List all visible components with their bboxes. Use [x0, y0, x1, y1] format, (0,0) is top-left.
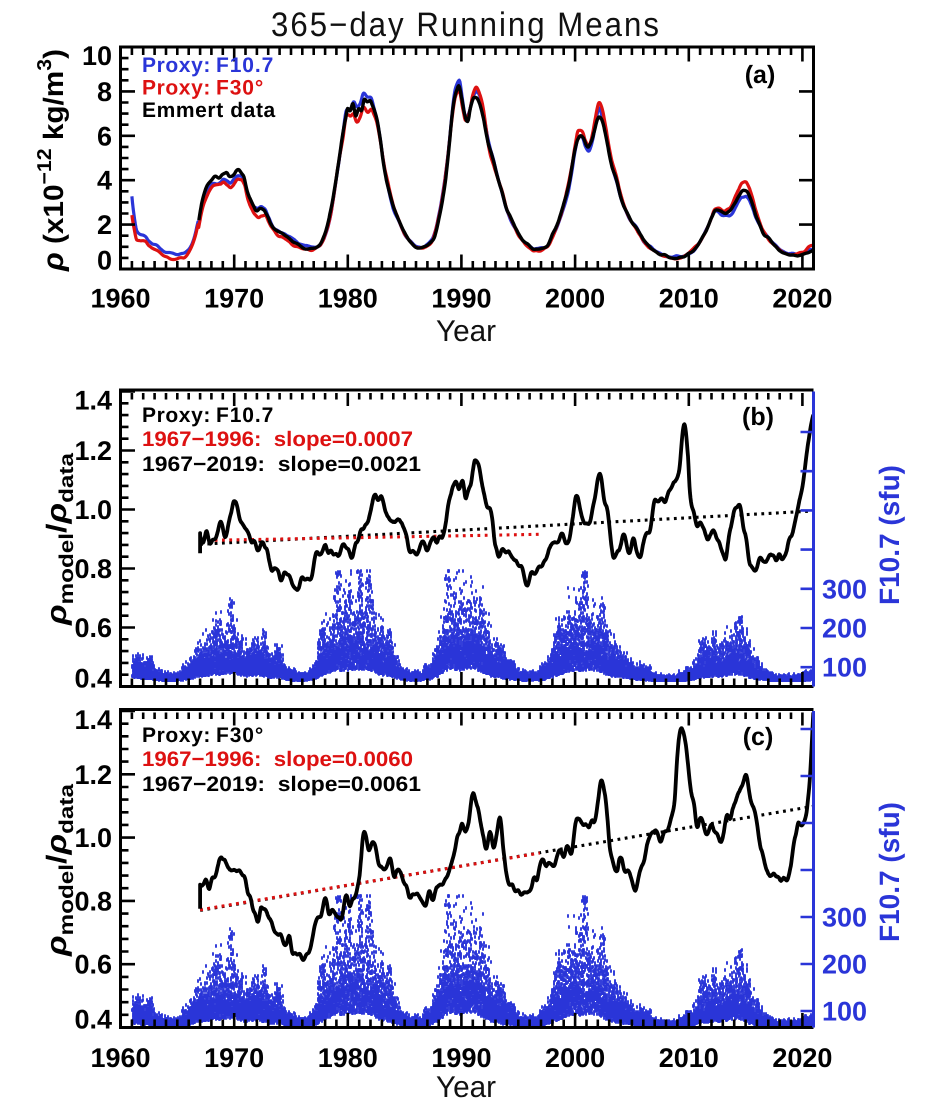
svg-text:2000: 2000	[545, 284, 605, 314]
svg-text:1980: 1980	[318, 284, 378, 314]
svg-text:1.2: 1.2	[74, 436, 112, 466]
svg-text:Emmert data: Emmert data	[142, 99, 276, 122]
svg-text:2020: 2020	[772, 1043, 832, 1073]
svg-text:1990: 1990	[431, 284, 491, 314]
svg-text:1967−1996: slope=0.0007: 1967−1996: slope=0.0007	[142, 428, 413, 451]
svg-text:Proxy:: Proxy:	[142, 724, 211, 747]
svg-text:ρ (x10−12 kg/m3): ρ (x10−12 kg/m3)	[34, 49, 70, 272]
svg-text:(c): (c)	[743, 723, 774, 751]
svg-text:(a): (a)	[745, 61, 776, 89]
svg-text:1.2: 1.2	[74, 760, 112, 790]
svg-text:Year: Year	[436, 315, 496, 348]
svg-text:100: 100	[822, 653, 867, 683]
svg-text:Proxy:: Proxy:	[142, 54, 211, 77]
svg-text:1967−2019: slope=0.0061: 1967−2019: slope=0.0061	[142, 773, 421, 796]
svg-text:1970: 1970	[204, 284, 264, 314]
svg-text:F30°: F30°	[216, 724, 264, 747]
svg-text:2000: 2000	[545, 1043, 605, 1073]
svg-text:F10.7: F10.7	[216, 404, 274, 427]
svg-text:200: 200	[822, 950, 867, 980]
svg-text:2010: 2010	[659, 284, 719, 314]
svg-text:0.4: 0.4	[74, 664, 112, 694]
svg-text:6: 6	[97, 121, 112, 151]
svg-text:1980: 1980	[318, 1043, 378, 1073]
svg-text:1970: 1970	[204, 1043, 264, 1073]
svg-text:1.0: 1.0	[74, 495, 112, 525]
svg-text:0: 0	[97, 246, 112, 276]
svg-text:0.4: 0.4	[74, 1005, 112, 1035]
svg-text:2020: 2020	[772, 284, 832, 314]
svg-text:(b): (b)	[742, 403, 774, 431]
svg-text:F30°: F30°	[216, 77, 264, 100]
svg-text:8: 8	[97, 77, 112, 107]
svg-text:Proxy:: Proxy:	[142, 404, 211, 427]
svg-text:10: 10	[82, 41, 112, 71]
svg-text:100: 100	[822, 997, 867, 1027]
svg-text:1967−1996: slope=0.0060: 1967−1996: slope=0.0060	[142, 748, 413, 771]
svg-text:0.8: 0.8	[74, 554, 112, 584]
svg-text:300: 300	[822, 574, 867, 604]
svg-text:1960: 1960	[90, 1043, 150, 1073]
svg-text:Year: Year	[436, 1071, 496, 1103]
svg-text:0.8: 0.8	[74, 886, 112, 916]
svg-text:ρmodel/ρdata: ρmodel/ρdata	[41, 452, 78, 626]
svg-text:ρmodel/ρdata: ρmodel/ρdata	[41, 783, 78, 957]
svg-text:F10.7 (sfu): F10.7 (sfu)	[874, 802, 905, 942]
svg-text:1990: 1990	[431, 1043, 491, 1073]
svg-text:0.6: 0.6	[74, 950, 112, 980]
svg-text:365−day Running Means: 365−day Running Means	[271, 6, 661, 44]
svg-text:1960: 1960	[90, 284, 150, 314]
svg-text:1.4: 1.4	[74, 705, 112, 735]
svg-text:1.4: 1.4	[74, 386, 112, 416]
svg-text:300: 300	[822, 903, 867, 933]
svg-text:1967−2019: slope=0.0021: 1967−2019: slope=0.0021	[142, 453, 421, 476]
svg-text:200: 200	[822, 614, 867, 644]
svg-text:4: 4	[97, 166, 112, 196]
svg-text:Proxy:: Proxy:	[142, 77, 211, 100]
svg-text:F10.7: F10.7	[216, 54, 274, 77]
svg-text:F10.7 (sfu): F10.7 (sfu)	[874, 465, 905, 605]
svg-text:2: 2	[97, 210, 112, 240]
svg-text:1.0: 1.0	[74, 823, 112, 853]
svg-text:0.6: 0.6	[74, 613, 112, 643]
svg-text:2010: 2010	[659, 1043, 719, 1073]
